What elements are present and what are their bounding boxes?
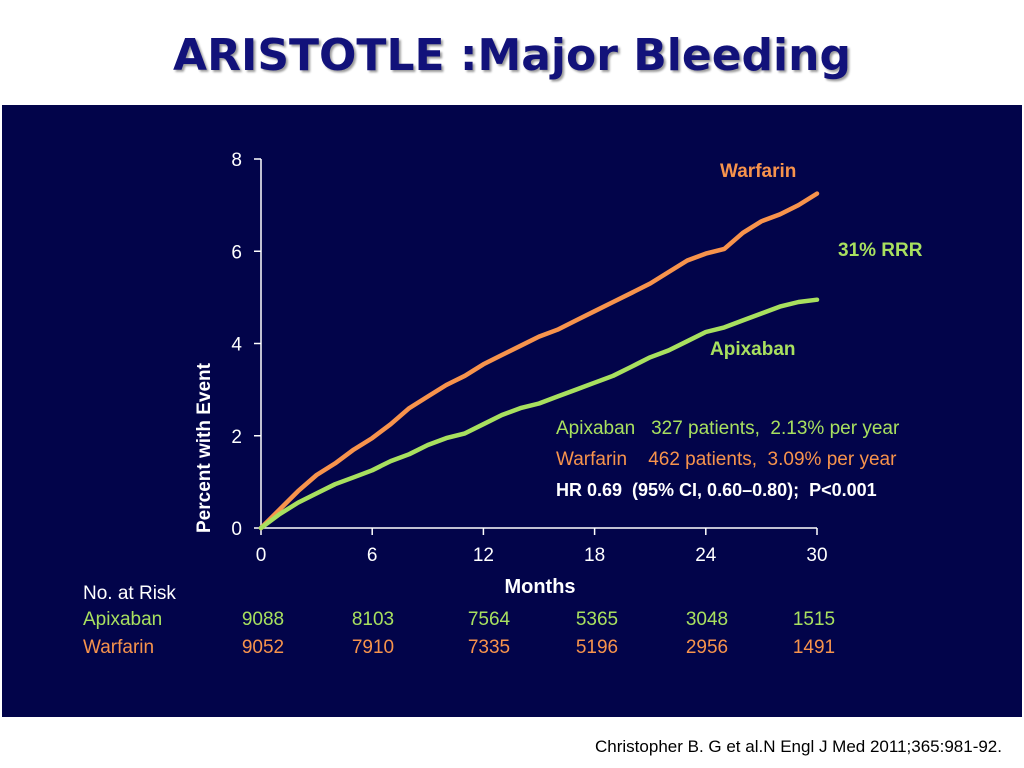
y-tick-label: 6	[231, 242, 242, 263]
risk-value: 9052	[241, 637, 285, 658]
chart-panel: 0 2 4 6 8 0 6 12 18 24 30 Percent with Event Month…	[2, 105, 1022, 717]
x-tick-label: 6	[367, 545, 378, 566]
risk-value: 7335	[467, 637, 511, 658]
y-axis-label: Percent with Event	[194, 362, 215, 533]
x-tick-label: 12	[473, 545, 494, 566]
risk-value: 5365	[575, 609, 619, 630]
risk-value: 1515	[792, 609, 836, 630]
risk-value: 5196	[575, 637, 619, 658]
risk-value: 7564	[467, 609, 511, 630]
stat-warfarin: Warfarin 462 patients, 3.09% per year	[556, 449, 897, 470]
x-tick-label: 24	[695, 545, 717, 566]
risk-value: 7910	[351, 637, 395, 658]
risk-row-label-apixaban: Apixaban	[83, 609, 163, 630]
stat-apixaban: Apixaban 327 patients, 2.13% per year	[556, 418, 900, 439]
risk-table-header: No. at Risk	[83, 583, 176, 604]
risk-value: 2956	[685, 637, 729, 658]
y-tick-label: 2	[231, 427, 242, 448]
series-line-apixaban	[258, 297, 820, 531]
risk-value: 3048	[685, 609, 729, 630]
risk-value: 1491	[792, 637, 836, 658]
chart-labels: Percent with Event Months Warfarin Apixa…	[194, 161, 923, 598]
warfarin-series-label: Warfarin	[720, 161, 796, 182]
x-tick-label: 30	[806, 545, 827, 566]
risk-row-label-warfarin: Warfarin	[83, 637, 155, 658]
series-line-warfarin	[258, 191, 820, 531]
x-tick-label: 0	[256, 545, 267, 566]
x-tick-label: 18	[584, 545, 605, 566]
y-tick-label: 8	[231, 150, 242, 171]
stat-hazard-ratio: HR 0.69 (95% CI, 0.60–0.80); P<0.001	[556, 480, 877, 500]
series-lines	[258, 191, 820, 531]
risk-value: 9088	[241, 609, 285, 630]
citation: Christopher B. G et al.N Engl J Med 2011…	[595, 737, 1002, 756]
slide-title: ARISTOTLE :Major Bleeding	[173, 30, 851, 81]
x-axis-label: Months	[504, 576, 575, 598]
risk-value: 8103	[351, 609, 395, 630]
rrr-label: 31% RRR	[838, 240, 923, 261]
y-tick-label: 4	[231, 335, 242, 356]
apixaban-series-label: Apixaban	[710, 339, 796, 360]
y-tick-label: 0	[231, 519, 242, 540]
